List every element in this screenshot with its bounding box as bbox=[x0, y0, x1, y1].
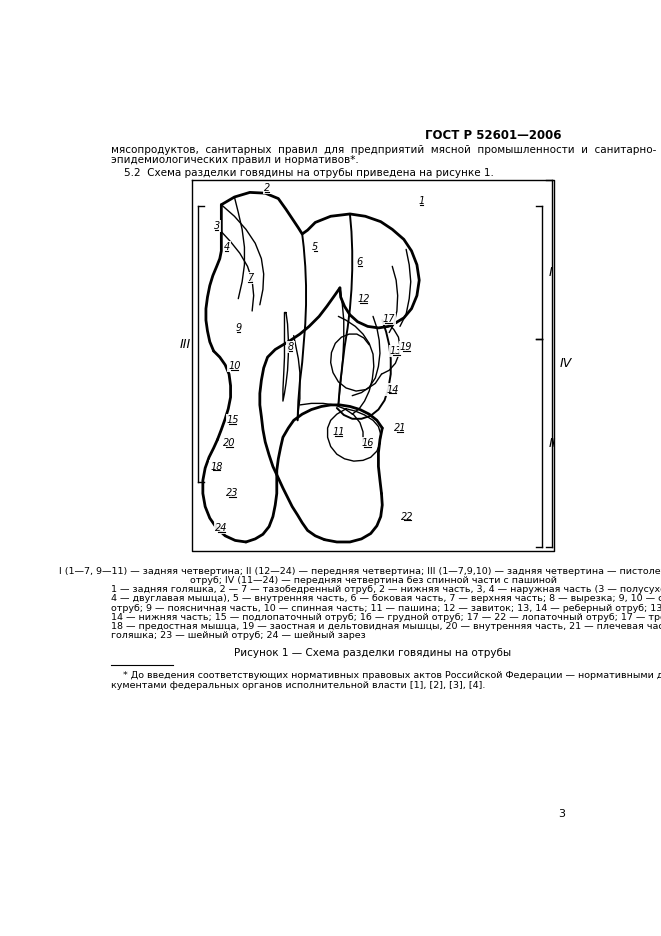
Text: 16: 16 bbox=[362, 438, 374, 448]
Text: отруб; 9 — поясничная часть, 10 — спинная часть; 11 — пашина; 12 — завиток; 13, : отруб; 9 — поясничная часть, 10 — спинна… bbox=[111, 604, 661, 612]
Text: 5.2  Схема разделки говядины на отрубы приведена на рисунке 1.: 5.2 Схема разделки говядины на отрубы пр… bbox=[111, 168, 494, 178]
Text: 2: 2 bbox=[264, 183, 270, 193]
Text: 3: 3 bbox=[214, 221, 220, 231]
Text: 14: 14 bbox=[386, 385, 399, 394]
Text: 17: 17 bbox=[382, 314, 395, 324]
Text: 11: 11 bbox=[332, 427, 344, 437]
Text: 12: 12 bbox=[358, 294, 370, 303]
Text: 8: 8 bbox=[288, 343, 293, 352]
Text: 9: 9 bbox=[235, 323, 241, 333]
Text: II: II bbox=[549, 437, 556, 450]
Text: 24: 24 bbox=[215, 523, 227, 534]
Text: Рисунок 1 — Схема разделки говядины на отрубы: Рисунок 1 — Схема разделки говядины на о… bbox=[235, 649, 512, 658]
Text: 1: 1 bbox=[418, 196, 424, 206]
Text: ГОСТ Р 52601—2006: ГОСТ Р 52601—2006 bbox=[425, 129, 562, 142]
Text: 18: 18 bbox=[210, 461, 223, 472]
Text: эпидемиологических правил и нормативов*.: эпидемиологических правил и нормативов*. bbox=[111, 155, 359, 166]
Text: 5: 5 bbox=[312, 242, 319, 252]
Text: 18 — предостная мышца, 19 — заостная и дельтовидная мышцы, 20 — внутренняя часть: 18 — предостная мышца, 19 — заостная и д… bbox=[111, 622, 661, 631]
Text: 23: 23 bbox=[226, 489, 239, 499]
Text: мясопродуктов,  санитарных  правил  для  предприятий  мясной  промышленности  и : мясопродуктов, санитарных правил для пре… bbox=[111, 145, 656, 154]
Text: 4: 4 bbox=[223, 242, 230, 252]
Text: 22: 22 bbox=[401, 512, 414, 521]
Text: 20: 20 bbox=[223, 438, 235, 448]
Text: голяшка; 23 — шейный отруб; 24 — шейный зарез: голяшка; 23 — шейный отруб; 24 — шейный … bbox=[111, 631, 366, 640]
Text: 13: 13 bbox=[390, 346, 403, 356]
Text: отруб; IV (11—24) — передняя четвертина без спинной части с пашиной: отруб; IV (11—24) — передняя четвертина … bbox=[190, 576, 557, 585]
Text: I (1—7, 9—11) — задняя четвертина; II (12—24) — передняя четвертина; III (1—7,9,: I (1—7, 9—11) — задняя четвертина; II (1… bbox=[59, 566, 661, 576]
Text: IV: IV bbox=[559, 357, 572, 370]
Text: 1 — задняя голяшка, 2 — 7 — тазобедренный отруб, 2 — нижняя часть, 3, 4 — наружн: 1 — задняя голяшка, 2 — 7 — тазобедренны… bbox=[111, 585, 661, 594]
Text: 3: 3 bbox=[559, 810, 566, 819]
Text: кументами федеральных органов исполнительной власти [1], [2], [3], [4].: кументами федеральных органов исполнител… bbox=[111, 680, 486, 690]
Text: 10: 10 bbox=[228, 361, 241, 372]
Text: 14 — нижняя часть; 15 — подлопаточный отруб; 16 — грудной отруб; 17 — 22 — лопат: 14 — нижняя часть; 15 — подлопаточный от… bbox=[111, 613, 661, 622]
Text: 21: 21 bbox=[394, 423, 407, 433]
Text: * До введения соответствующих нормативных правовых актов Российской Федерации — : * До введения соответствующих нормативны… bbox=[111, 671, 661, 680]
Text: 4 — двуглавая мышца), 5 — внутренняя часть, 6 — боковая часть, 7 — верхняя часть: 4 — двуглавая мышца), 5 — внутренняя час… bbox=[111, 594, 661, 604]
Text: 19: 19 bbox=[400, 343, 412, 352]
Text: 7: 7 bbox=[247, 273, 253, 283]
Text: 6: 6 bbox=[357, 257, 363, 268]
Text: III: III bbox=[179, 338, 190, 351]
Text: 15: 15 bbox=[227, 416, 239, 425]
Text: I: I bbox=[549, 266, 553, 279]
